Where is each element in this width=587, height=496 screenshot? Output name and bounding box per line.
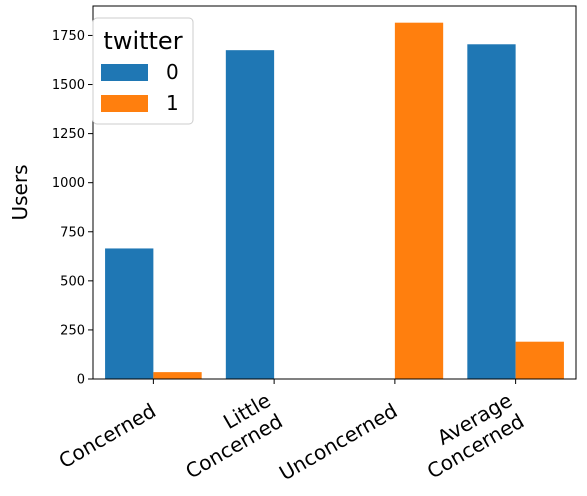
bar-0-1: [225, 50, 275, 379]
legend-entry-1: 1: [166, 91, 179, 115]
bar-1-3: [515, 341, 564, 379]
legend-swatch-1: [101, 95, 148, 112]
y-tick-label: 250: [60, 323, 85, 338]
x-tick-label: LittleConcerned: [169, 388, 286, 483]
y-tick-label: 1250: [52, 127, 85, 142]
legend-title: twitter: [103, 27, 182, 55]
bars-group: [105, 22, 564, 380]
x-tick-label: AverageConcerned: [411, 388, 528, 483]
bar-1-2: [394, 22, 444, 380]
y-tick-label: 1000: [52, 176, 85, 191]
legend-entry-0: 0: [166, 60, 179, 84]
y-axis-label: Users: [8, 164, 32, 220]
y-tick-label: 1500: [52, 78, 85, 93]
y-tick-label: 500: [60, 274, 85, 289]
legend-swatch-0: [101, 64, 148, 81]
y-tick-label: 0: [77, 373, 85, 388]
x-tick-label: Concerned: [55, 398, 160, 473]
x-tick-label: Unconcerned: [275, 398, 401, 485]
legend: twitter 0 1: [92, 17, 194, 125]
bar-0-0: [105, 248, 154, 379]
y-tick-label: 750: [60, 225, 85, 240]
y-axis-ticks: 0 250 500 750 1000 1250 1500 1750: [52, 29, 93, 388]
plot-frame: [92, 5, 577, 380]
y-tick-label: 1750: [52, 29, 85, 44]
bar-1-0: [153, 372, 202, 379]
bar-0-3: [467, 44, 516, 379]
